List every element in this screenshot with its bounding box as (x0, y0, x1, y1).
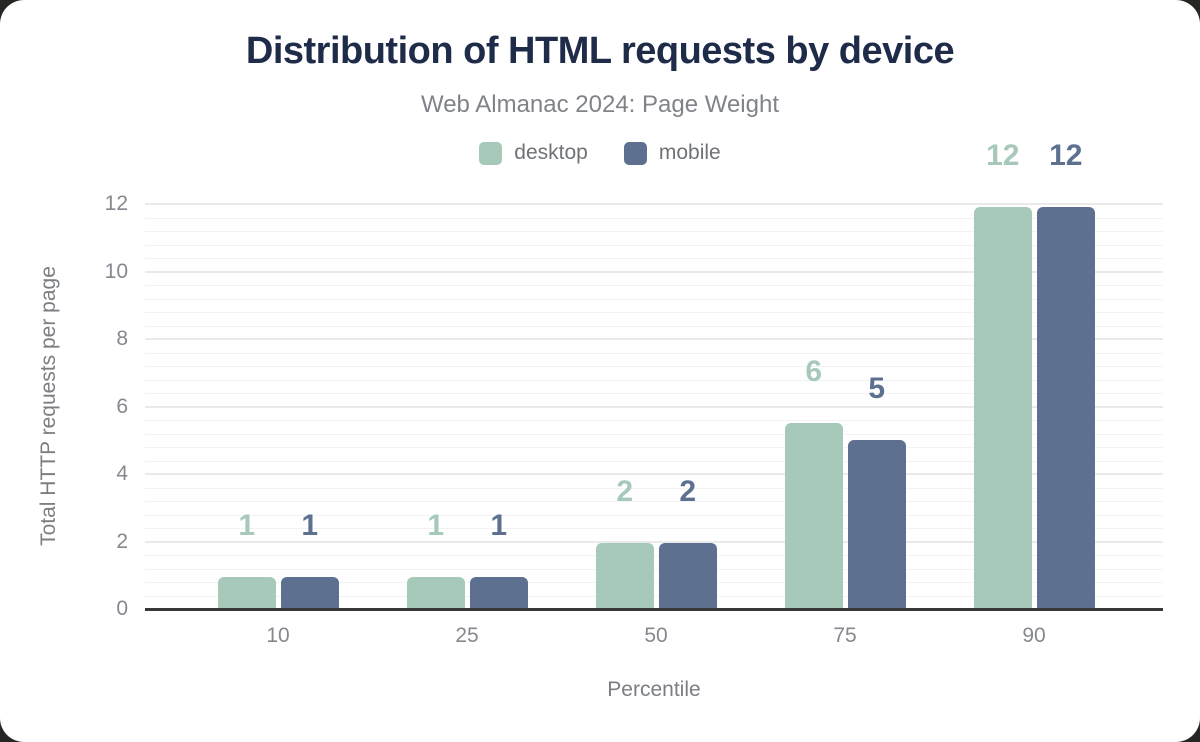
bar-mobile-p25[interactable] (470, 577, 528, 610)
chart-subtitle: Web Almanac 2024: Page Weight (420, 91, 779, 118)
y-tick-label: 8 (116, 327, 128, 350)
y-tick-label: 2 (116, 529, 128, 553)
legend-item-mobile[interactable]: mobile (623, 141, 721, 165)
minor-gridline (145, 298, 1163, 300)
x-tick-label: 50 (644, 624, 668, 647)
bar-mobile-p10[interactable] (281, 577, 339, 610)
minor-gridline (145, 460, 1163, 462)
legend-item-desktop[interactable]: desktop (479, 141, 588, 165)
mobile-swatch-icon (623, 141, 647, 165)
minor-gridline (145, 325, 1163, 327)
bar-desktop-p90[interactable] (974, 207, 1032, 610)
x-tick-label: 75 (833, 624, 857, 647)
minor-gridline (145, 487, 1163, 489)
minor-gridline (145, 582, 1163, 583)
chart-title: Distribution of HTML requests by device (245, 30, 955, 72)
minor-gridline (145, 555, 1163, 556)
bar-value-label: 2 (679, 475, 697, 508)
legend-label-desktop: desktop (514, 141, 588, 164)
minor-gridline (145, 312, 1163, 313)
bar-mobile-p75[interactable] (848, 440, 906, 610)
major-gridline (145, 405, 1163, 408)
y-tick-label: 6 (116, 394, 128, 418)
bar-mobile-p90[interactable] (1037, 207, 1095, 610)
minor-gridline (145, 568, 1163, 570)
bar-mobile-p50[interactable] (659, 543, 717, 610)
bar-value-label: 12 (986, 139, 1020, 172)
minor-gridline (145, 433, 1163, 435)
x-axis-line (145, 608, 1163, 611)
bar-desktop-p10[interactable] (218, 577, 276, 610)
bar-value-label: 1 (238, 509, 256, 542)
legend: desktop mobile (0, 141, 1200, 165)
bar-value-label: 5 (868, 372, 886, 405)
minor-gridline (145, 217, 1163, 219)
x-tick-label: 10 (266, 624, 290, 647)
minor-gridline (145, 393, 1163, 394)
minor-gridline (145, 420, 1163, 421)
major-gridline (145, 540, 1163, 543)
minor-gridline (145, 366, 1163, 367)
bar-value-label: 6 (805, 355, 823, 388)
y-tick-label: 0 (116, 597, 128, 620)
major-gridline (145, 473, 1163, 475)
minor-gridline (145, 501, 1163, 502)
y-tick-label: 10 (104, 259, 128, 283)
x-axis-title: Percentile (607, 678, 701, 701)
x-tick-label: 25 (455, 624, 479, 647)
minor-gridline (145, 379, 1163, 381)
minor-gridline (145, 258, 1163, 259)
minor-gridline (145, 352, 1163, 354)
minor-gridline (145, 231, 1163, 232)
bar-value-label: 1 (490, 509, 508, 542)
minor-gridline (145, 595, 1163, 597)
bar-value-label: 12 (1049, 139, 1083, 172)
minor-gridline (145, 447, 1163, 448)
y-tick-label: 4 (116, 462, 128, 485)
y-tick-label: 12 (104, 192, 128, 215)
minor-gridline (145, 285, 1163, 286)
minor-gridline (145, 514, 1163, 516)
legend-label-mobile: mobile (658, 141, 721, 164)
bar-value-label: 1 (301, 509, 319, 542)
bar-desktop-p25[interactable] (407, 577, 465, 610)
major-gridline (145, 338, 1163, 340)
major-gridline (145, 203, 1163, 205)
x-tick-label: 90 (1022, 624, 1046, 647)
bar-desktop-p75[interactable] (785, 423, 843, 610)
bar-value-label: 1 (427, 509, 445, 542)
major-gridline (145, 270, 1163, 273)
desktop-swatch-icon (479, 141, 503, 165)
bar-value-label: 2 (616, 475, 634, 508)
minor-gridline (145, 528, 1163, 529)
y-axis-title: Total HTTP requests per page (37, 266, 60, 546)
minor-gridline (145, 244, 1163, 246)
bar-desktop-p50[interactable] (596, 543, 654, 610)
